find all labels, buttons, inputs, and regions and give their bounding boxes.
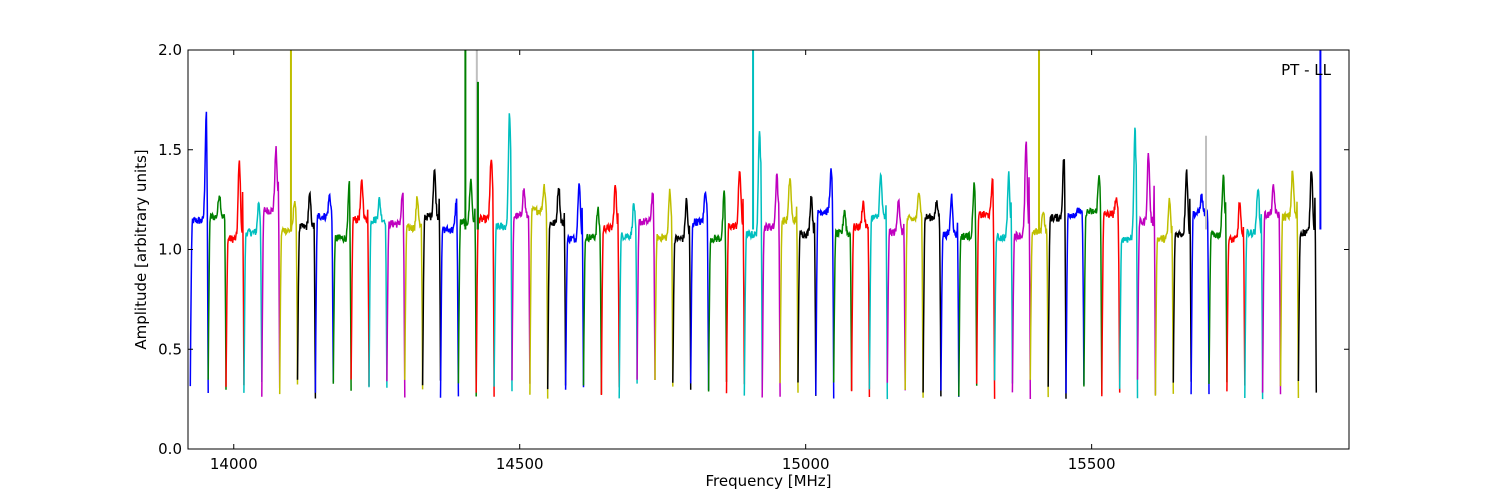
spectrum-segment-11 [368,196,388,388]
y-tick-label: 1.5 [158,141,182,159]
y-tick-label: 1.0 [158,241,182,259]
spectrum-segment-52 [1101,197,1121,397]
spectrum-segment-29 [689,190,710,391]
spectrum-segment-47 [1011,141,1032,400]
spectrum-segment-48 [1029,211,1049,398]
spectrum-segment-3 [225,160,245,387]
spectrum-segment-32 [743,131,763,396]
spectrum-segment-19 [511,188,531,384]
spectrum-segment-62 [1279,170,1300,399]
spectrum-segment-21 [546,187,567,390]
y-tick-label: 0.5 [158,340,182,358]
spectrum-segment-35 [797,195,817,396]
spectrum-segment-25 [618,203,638,399]
spectrum-segment-4 [243,201,263,393]
x-tick-label: 14500 [496,455,544,473]
spectrum-segment-24 [600,184,620,396]
spectrum-segment-63 [1297,171,1318,393]
y-tick-label: 2.0 [158,41,182,59]
spectrum-segment-27 [654,188,674,387]
spectrum-segment-23 [582,206,603,395]
spectrum-segment-14 [421,168,442,386]
spectrum-segment-20 [529,183,549,399]
spectrum-segment-46 [993,171,1014,384]
spectrum-segment-6 [278,200,299,395]
spectrum-segment-2 [207,195,227,390]
spectrum-segment-58 [1208,174,1228,384]
spectrum-segment-22 [564,183,585,390]
spectrum-segment-60 [1244,188,1264,400]
spectrum-segment-28 [672,197,692,390]
x-tick-label: 15500 [1068,455,1116,473]
spectrum-segment-15 [439,198,460,398]
spectrum-segment-8 [314,192,335,393]
spectrum-segment-17 [475,159,495,397]
x-axis-label: Frequency [MHz] [705,472,831,490]
spectrum-segment-5 [261,146,281,397]
spectrum-segment-10 [350,179,370,387]
spectrum-segment-34 [779,178,799,393]
y-axis-label: Amplitude [arbitrary units] [132,149,150,349]
spectrum-segment-36 [815,168,835,399]
spectrum-segment-9 [332,181,352,391]
spectrum-segment-51 [1083,175,1103,394]
spectrum-segment-61 [1261,184,1282,395]
y-tick-label: 0.0 [158,440,182,458]
spectrum-segment-1 [189,111,209,394]
ticks-layer: 14000 14500 15000 15500 0.0 0.5 1.0 1.5 2.0 [158,41,1349,473]
spectrum-segment-54 [1136,153,1157,395]
spectrum-segment-31 [725,170,746,394]
spectrum-segment-41 [904,192,924,398]
spectrum-segment-56 [1172,169,1192,383]
spectrum-segment-45 [975,177,996,399]
spectrum-segment-40 [886,198,906,391]
spectrum-segment-7 [296,190,317,399]
spectrum-segment-59 [1226,201,1246,392]
spectrum-segment-50 [1065,207,1085,394]
spectrum-segment-49 [1047,159,1067,399]
spectrum-segment-18 [493,113,513,392]
x-tick-label: 15000 [782,455,830,473]
annotation-label: PT - LL [1281,61,1332,79]
spectrum-segment-39 [868,171,889,400]
spectrum-segment-12 [386,192,406,398]
spectrum-segment-44 [958,182,978,397]
spectrum-segment-38 [850,200,871,398]
series-layer [189,50,1322,400]
spectrum-segment-43 [940,193,960,397]
spectrum-segment-13 [404,196,424,390]
spectrum-segment-26 [636,192,656,381]
spectrum-segment-42 [922,200,942,397]
spectrum-segment-33 [761,173,781,398]
x-tick-label: 14000 [210,455,258,473]
spectrum-segment-53 [1118,127,1139,399]
spectrum-segment-37 [832,209,853,391]
spectrum-segment-30 [707,190,728,392]
spectrum-segment-16 [457,178,477,397]
spectrum-segment-55 [1154,197,1175,396]
